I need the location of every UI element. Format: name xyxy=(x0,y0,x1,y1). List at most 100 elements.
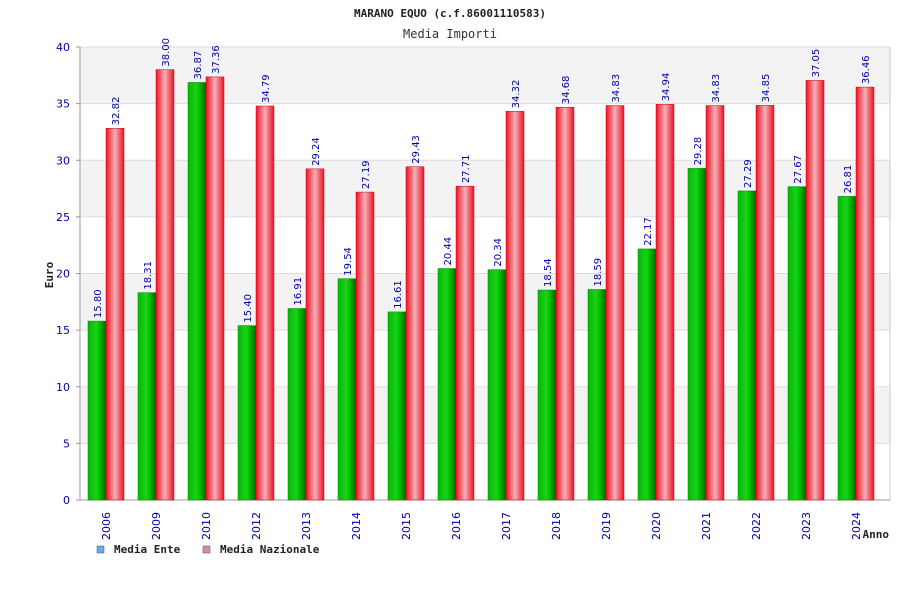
y-tick-label: 15 xyxy=(56,324,70,337)
bar-media-nazionale xyxy=(105,128,125,501)
value-label-media-ente: 27.67 xyxy=(793,155,804,184)
legend-swatch-media-ente xyxy=(96,545,105,554)
y-tick-label: 35 xyxy=(56,98,70,111)
bar-media-ente xyxy=(837,196,857,501)
value-label-media-nazionale: 38.00 xyxy=(161,38,172,67)
value-label-media-ente: 26.81 xyxy=(843,165,854,194)
bar-media-nazionale xyxy=(605,105,625,501)
bar-media-nazionale xyxy=(755,105,775,501)
bar-media-nazionale xyxy=(255,105,275,501)
x-tick-label: 2018 xyxy=(550,512,563,540)
value-label-media-nazionale: 34.68 xyxy=(561,76,572,105)
value-label-media-ente: 29.28 xyxy=(693,137,704,166)
x-tick-label: 2013 xyxy=(300,512,313,540)
y-tick-label: 30 xyxy=(56,154,70,167)
x-tick-label: 2023 xyxy=(800,512,813,540)
bar-media-nazionale xyxy=(305,168,325,501)
bar-media-ente xyxy=(337,278,357,501)
value-label-media-ente: 16.91 xyxy=(293,277,304,306)
value-label-media-nazionale: 34.85 xyxy=(761,74,772,103)
bar-media-ente xyxy=(87,320,107,501)
x-tick-label: 2017 xyxy=(500,512,513,540)
x-tick-label: 2019 xyxy=(600,512,613,540)
bar-media-nazionale xyxy=(405,166,425,501)
y-tick-label: 20 xyxy=(56,268,70,281)
y-tick-label: 10 xyxy=(56,381,70,394)
x-tick-label: 2006 xyxy=(100,512,113,540)
x-tick-label: 2021 xyxy=(700,512,713,540)
bar-media-ente xyxy=(187,82,207,501)
value-label-media-ente: 36.87 xyxy=(193,51,204,80)
x-tick-label: 2020 xyxy=(650,512,663,540)
value-label-media-ente: 15.80 xyxy=(93,289,104,318)
chart-subtitle: Media Importi xyxy=(403,27,497,41)
value-label-media-ente: 16.61 xyxy=(393,280,404,309)
y-axis-label: Euro xyxy=(43,261,56,288)
value-label-media-nazionale: 34.94 xyxy=(661,73,672,102)
value-label-media-ente: 20.34 xyxy=(493,238,504,267)
bar-media-ente xyxy=(737,190,757,501)
value-label-media-nazionale: 32.82 xyxy=(111,97,122,126)
bar-media-nazionale xyxy=(805,80,825,501)
legend-label-media-ente: Media Ente xyxy=(114,543,181,556)
legend: Media Ente Media Nazionale xyxy=(96,543,320,556)
x-tick-label: 2009 xyxy=(150,512,163,540)
value-label-media-ente: 19.54 xyxy=(343,247,354,276)
x-tick-label: 2010 xyxy=(200,512,213,540)
value-label-media-ente: 15.40 xyxy=(243,294,254,323)
value-label-media-nazionale: 29.24 xyxy=(311,137,322,166)
value-label-media-nazionale: 34.83 xyxy=(711,74,722,103)
value-label-media-nazionale: 37.36 xyxy=(211,45,222,74)
bar-media-nazionale xyxy=(455,185,475,501)
value-label-media-nazionale: 37.05 xyxy=(811,49,822,78)
value-label-media-ente: 18.31 xyxy=(143,261,154,290)
bar-media-ente xyxy=(587,289,607,501)
bar-media-nazionale xyxy=(505,111,525,501)
x-tick-label: 2024 xyxy=(850,512,863,540)
legend-swatch-media-nazionale xyxy=(202,545,211,554)
bar-media-ente xyxy=(387,311,407,501)
x-axis-label: Anno xyxy=(863,528,890,541)
y-tick-label: 40 xyxy=(56,41,70,54)
value-label-media-nazionale: 27.71 xyxy=(461,155,472,184)
value-label-media-nazionale: 34.79 xyxy=(261,74,272,103)
bar-media-nazionale xyxy=(705,105,725,501)
value-label-media-ente: 22.17 xyxy=(643,217,654,246)
bar-media-ente xyxy=(687,168,707,501)
x-tick-label: 2022 xyxy=(750,512,763,540)
value-labels: 15.80 32.82 18.31 38.00 36.87 37.36 15.40 34.79… xyxy=(93,38,872,323)
bars xyxy=(87,69,875,501)
bar-media-nazionale xyxy=(355,191,375,501)
bar-media-ente xyxy=(637,248,657,501)
x-tick-label: 2016 xyxy=(450,512,463,540)
value-label-media-ente: 18.54 xyxy=(543,258,554,287)
value-label-media-ente: 27.29 xyxy=(743,159,754,188)
bar-media-ente xyxy=(537,289,557,501)
bar-media-ente xyxy=(137,292,157,501)
value-label-media-nazionale: 29.43 xyxy=(411,135,422,164)
bar-media-ente xyxy=(437,268,457,501)
bar-media-nazionale xyxy=(655,104,675,501)
legend-label-media-nazionale: Media Nazionale xyxy=(220,543,320,556)
x-tick-label: 2014 xyxy=(350,512,363,540)
y-tick-label: 5 xyxy=(63,437,70,450)
bar-media-ente xyxy=(487,269,507,501)
bar-media-nazionale xyxy=(205,76,225,501)
x-axis-ticks: 2006 2009 2010 2012 2013 2014 2015 2016 2017 2018… xyxy=(100,512,863,540)
bar-media-ente xyxy=(287,308,307,501)
bar-media-nazionale xyxy=(855,86,875,501)
x-tick-label: 2015 xyxy=(400,512,413,540)
value-label-media-nazionale: 36.46 xyxy=(861,55,872,84)
value-label-media-ente: 18.59 xyxy=(593,258,604,287)
bar-media-ente xyxy=(787,186,807,501)
value-label-media-nazionale: 27.19 xyxy=(361,160,372,189)
bar-media-nazionale xyxy=(155,69,175,501)
bar-media-ente xyxy=(237,325,257,501)
x-tick-label: 2012 xyxy=(250,512,263,540)
chart-title: MARANO EQUO (c.f.86001110583) xyxy=(354,7,546,20)
y-tick-label: 25 xyxy=(56,211,70,224)
value-label-media-nazionale: 34.32 xyxy=(511,80,522,109)
bar-media-nazionale xyxy=(555,106,575,501)
value-label-media-nazionale: 34.83 xyxy=(611,74,622,103)
